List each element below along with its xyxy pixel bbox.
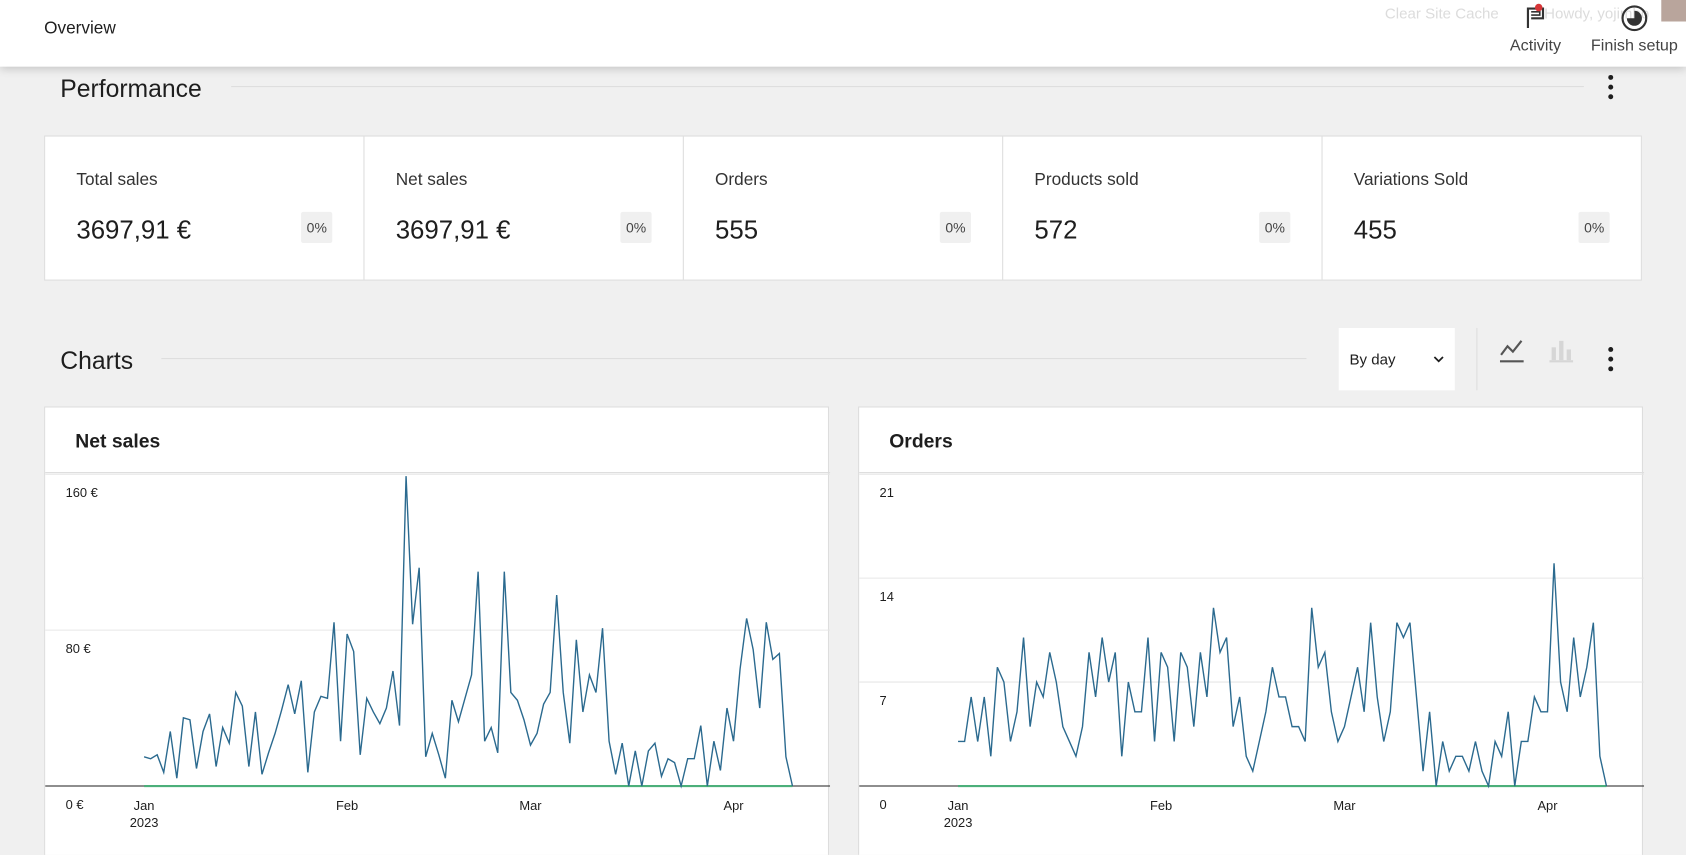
section-title: Charts <box>60 346 134 375</box>
menu-button[interactable] <box>1602 345 1619 373</box>
stat-label: Variations Sold <box>1353 170 1469 190</box>
finish-setup-icon[interactable] <box>1619 3 1649 33</box>
avatar[interactable] <box>1661 0 1686 22</box>
stat-value: 455 <box>1353 216 1397 246</box>
chart-card: Orders 0 7 14 21 Jan 2023 Feb Mar Apr <box>858 406 1645 855</box>
chart-title: Net sales <box>75 430 161 452</box>
stat-card[interactable]: Total sales 3697,91 € 0% <box>45 136 365 280</box>
stat-card[interactable]: Net sales 3697,91 € 0% <box>365 136 684 280</box>
stat-value: 3697,91 € <box>395 216 511 246</box>
stat-change: 0% <box>1578 211 1610 244</box>
section-rule <box>161 358 1307 360</box>
stat-change: 0% <box>1259 211 1291 244</box>
activity-label[interactable]: Activity <box>1509 36 1562 55</box>
stat-value: 555 <box>715 216 759 246</box>
x-tick-sublabel: 2023 <box>944 815 973 830</box>
section-title: Performance <box>60 74 202 103</box>
chevron <box>1433 356 1444 363</box>
stat-value: 572 <box>1034 216 1078 246</box>
chart-title: Orders <box>889 430 953 452</box>
page-title: Overview <box>44 19 116 38</box>
y-tick-label: 0 € <box>66 797 84 812</box>
y-tick-label: 160 € <box>66 485 98 500</box>
stat-card[interactable]: Orders 555 0% <box>684 136 1004 280</box>
stat-label: Net sales <box>395 170 468 190</box>
interval-dropdown[interactable]: By day <box>1338 327 1455 391</box>
line-series <box>143 476 794 789</box>
x-tick-label: Feb <box>1150 798 1172 813</box>
x-tick-label: Jan <box>134 798 155 813</box>
section-rule <box>231 86 1584 88</box>
stat-change: 0% <box>620 211 652 244</box>
interval-label: By day <box>1349 350 1396 368</box>
bar-chart-button[interactable] <box>1547 337 1575 365</box>
stat-label: Total sales <box>76 170 158 190</box>
x-tick-label: Feb <box>336 798 358 813</box>
activity-icon[interactable] <box>1523 2 1551 32</box>
header-link[interactable]: Clear Site Cache <box>1384 4 1499 22</box>
y-tick-label: 7 <box>880 693 887 708</box>
x-tick-sublabel: 2023 <box>130 815 159 830</box>
chart-card: Net sales 0 € 80 € 160 € Jan 2023 Feb Mar Apr <box>44 406 831 855</box>
performance-cards: Total sales 3697,91 € 0% Net sales 3697,91 … <box>44 135 1642 281</box>
stat-card[interactable]: Variations Sold 455 0% <box>1323 137 1641 280</box>
stat-label: Products sold <box>1034 170 1139 190</box>
menu-button[interactable] <box>1602 73 1619 101</box>
separator <box>1476 327 1478 391</box>
y-tick-label: 80 € <box>66 641 91 656</box>
y-tick-label: 21 <box>880 485 894 500</box>
finish-setup-label[interactable]: Finish setup <box>1590 36 1678 55</box>
y-tick-label: 0 <box>880 797 887 812</box>
stat-value: 3697,91 € <box>76 216 192 246</box>
line-chart-button[interactable] <box>1498 337 1526 365</box>
x-tick-label: Jan <box>948 798 969 813</box>
stat-label: Orders <box>715 170 768 190</box>
chart: 0 7 14 21 Jan 2023 Feb Mar Apr <box>859 472 1645 830</box>
stat-change: 0% <box>301 211 333 244</box>
stat-card[interactable]: Products sold 572 0% <box>1003 136 1323 280</box>
header: Overview Clear Site Cache Howdy, yojimbo… <box>0 0 1686 67</box>
x-tick-label: Mar <box>1333 798 1356 813</box>
stat-change: 0% <box>939 211 971 244</box>
chart: 0 € 80 € 160 € Jan 2023 Feb Mar Apr <box>45 472 831 830</box>
x-tick-label: Apr <box>1537 798 1558 813</box>
line-series <box>958 563 1608 789</box>
x-tick-label: Apr <box>723 798 744 813</box>
x-tick-label: Mar <box>519 798 542 813</box>
y-tick-label: 14 <box>880 589 894 604</box>
